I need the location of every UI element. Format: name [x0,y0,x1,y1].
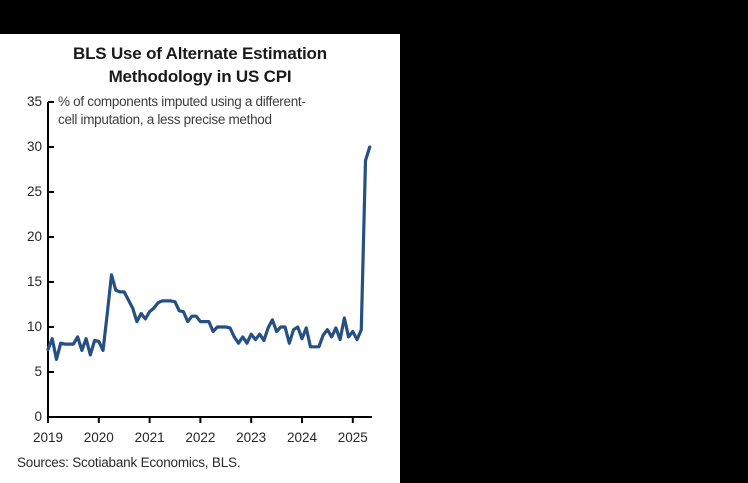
chart-panel: BLS Use of Alternate Estimation Methodol… [0,34,400,483]
x-axis-tick-label: 2021 [134,430,165,445]
y-axis-tick-label: 30 [26,139,42,154]
chart-subtitle: % of components imputed using a differen… [58,93,378,128]
chart-subtitle-line2: cell imputation, a less precise method [58,111,272,127]
y-axis-tick-label: 15 [26,274,42,289]
y-axis-tick-label: 5 [34,364,42,379]
chart-title: BLS Use of Alternate Estimation Methodol… [0,42,400,88]
y-axis-tick-label: 10 [26,319,42,334]
chart-title-line1: BLS Use of Alternate Estimation [73,44,327,63]
x-axis-tick-label: 2020 [83,430,114,445]
x-axis-tick-label: 2022 [185,430,216,445]
right-black-region [400,34,748,483]
chart-subtitle-line1: % of components imputed using a differen… [58,94,306,109]
y-axis-tick-label: 25 [26,184,42,199]
y-axis-tick-label: 35 [26,94,42,109]
x-axis-tick-label: 2024 [286,430,318,445]
x-axis-tick-label: 2019 [32,430,64,445]
top-black-bar [0,0,748,34]
chart-title-line2: Methodology in US CPI [108,67,292,86]
x-axis-tick-label: 2025 [337,430,368,445]
y-axis-tick-label: 0 [34,409,42,424]
y-axis-tick-label: 20 [26,229,42,244]
source-note: Sources: Scotiabank Economics, BLS. [17,455,241,470]
x-axis-tick-label: 2023 [236,430,267,445]
data-line [46,145,372,361]
